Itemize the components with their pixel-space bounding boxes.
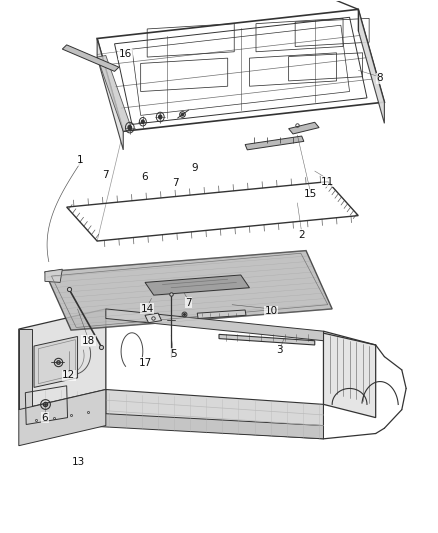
Text: 9: 9 [192,164,198,173]
Polygon shape [358,10,385,123]
Polygon shape [245,136,304,150]
Text: 3: 3 [277,345,283,356]
Polygon shape [323,331,376,418]
Polygon shape [106,390,323,439]
Text: 10: 10 [265,306,278,316]
Text: 7: 7 [102,171,109,180]
Text: 18: 18 [82,336,95,346]
Text: 7: 7 [172,177,179,188]
Text: 6: 6 [42,413,48,423]
Polygon shape [45,251,332,330]
Polygon shape [19,329,32,410]
Text: 12: 12 [62,370,75,380]
Polygon shape [106,309,323,341]
Polygon shape [145,275,250,295]
Text: 2: 2 [298,230,305,240]
Polygon shape [19,390,106,446]
Text: 13: 13 [72,457,85,466]
Polygon shape [289,122,319,134]
Text: 14: 14 [141,304,154,314]
Circle shape [141,120,144,124]
Polygon shape [145,313,162,322]
Polygon shape [97,38,123,150]
Text: 11: 11 [321,176,335,187]
Polygon shape [19,309,106,410]
Text: 15: 15 [304,189,317,199]
Text: 5: 5 [170,349,177,359]
Text: 1: 1 [76,156,83,165]
Text: 8: 8 [377,73,383,83]
Text: 7: 7 [185,297,192,308]
Polygon shape [34,336,78,387]
Polygon shape [97,55,132,131]
Text: 16: 16 [119,50,132,59]
Circle shape [159,115,162,119]
Circle shape [128,125,131,130]
Text: 6: 6 [142,172,148,182]
Polygon shape [197,310,246,318]
Polygon shape [45,269,62,282]
Polygon shape [219,334,315,345]
Polygon shape [62,45,119,71]
Text: 17: 17 [138,358,152,368]
Polygon shape [32,410,323,439]
